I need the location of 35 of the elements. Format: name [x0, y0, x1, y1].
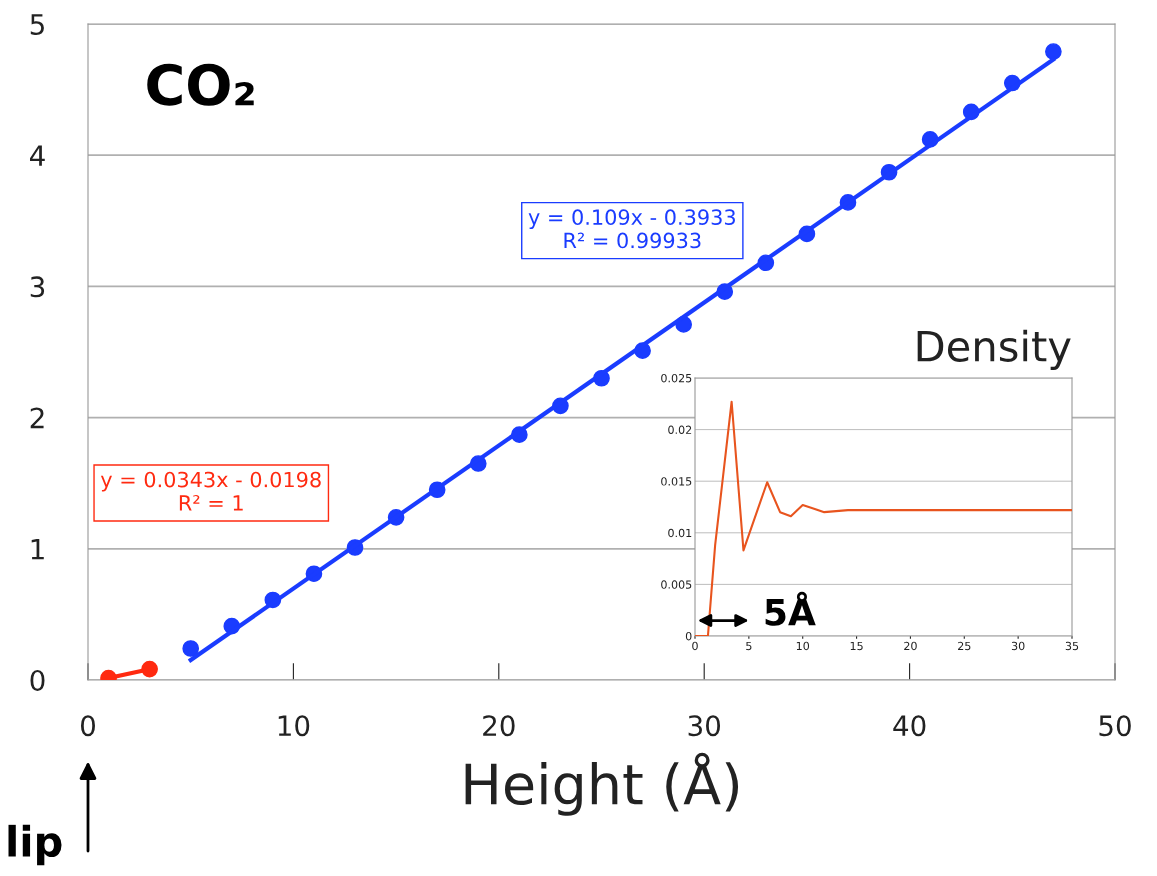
- y-tick-label: 2: [30, 407, 44, 429]
- chart-title: Density: [917, 329, 1071, 370]
- x-tick-label: 15: [850, 641, 863, 651]
- y-tick-label: 3: [30, 276, 45, 298]
- y-tick-label: 5: [30, 14, 44, 35]
- y-tick-label: 0.01: [668, 528, 692, 538]
- y-tick-label: 1: [31, 539, 44, 560]
- x-tick-label: 5: [746, 641, 752, 651]
- y-tick-label: 0.025: [661, 373, 692, 383]
- x-tick-label: 10: [278, 715, 310, 737]
- annotation: 5Å: [765, 591, 816, 626]
- x-tick-label: 25: [958, 641, 971, 651]
- x-tick-label: 20: [904, 641, 917, 651]
- annotation: y = 0.109x - 0.3933 R² = 0.99933: [528, 209, 735, 249]
- text: lip: [8, 824, 62, 866]
- y-tick-label: 0: [30, 669, 45, 691]
- y-tick-label: 0.02: [668, 425, 692, 434]
- x-tick-label: 40: [893, 715, 926, 737]
- x-tick-label: 20: [483, 715, 515, 737]
- point: [141, 660, 158, 678]
- y-tick-label: 0.015: [661, 477, 692, 486]
- x-tick-label: 10: [796, 641, 810, 651]
- x-tick-label: 35: [1065, 641, 1079, 651]
- annotation: CO₂: [147, 63, 254, 106]
- y-tick-label: 0: [685, 631, 692, 641]
- x-tick-label: 50: [1099, 715, 1131, 737]
- x-tick-label: 30: [1011, 641, 1025, 651]
- x-axis-title: Height (Å): [465, 752, 739, 816]
- point: [1045, 43, 1062, 60]
- y-tick-label: 4: [30, 145, 45, 166]
- x-tick-label: 0: [80, 715, 95, 737]
- x-tick-label: 30: [688, 715, 721, 737]
- y-tick-label: 0.005: [661, 580, 692, 589]
- annotation: y = 0.0343x - 0.0198 R² = 1: [100, 471, 321, 511]
- point: [182, 640, 200, 657]
